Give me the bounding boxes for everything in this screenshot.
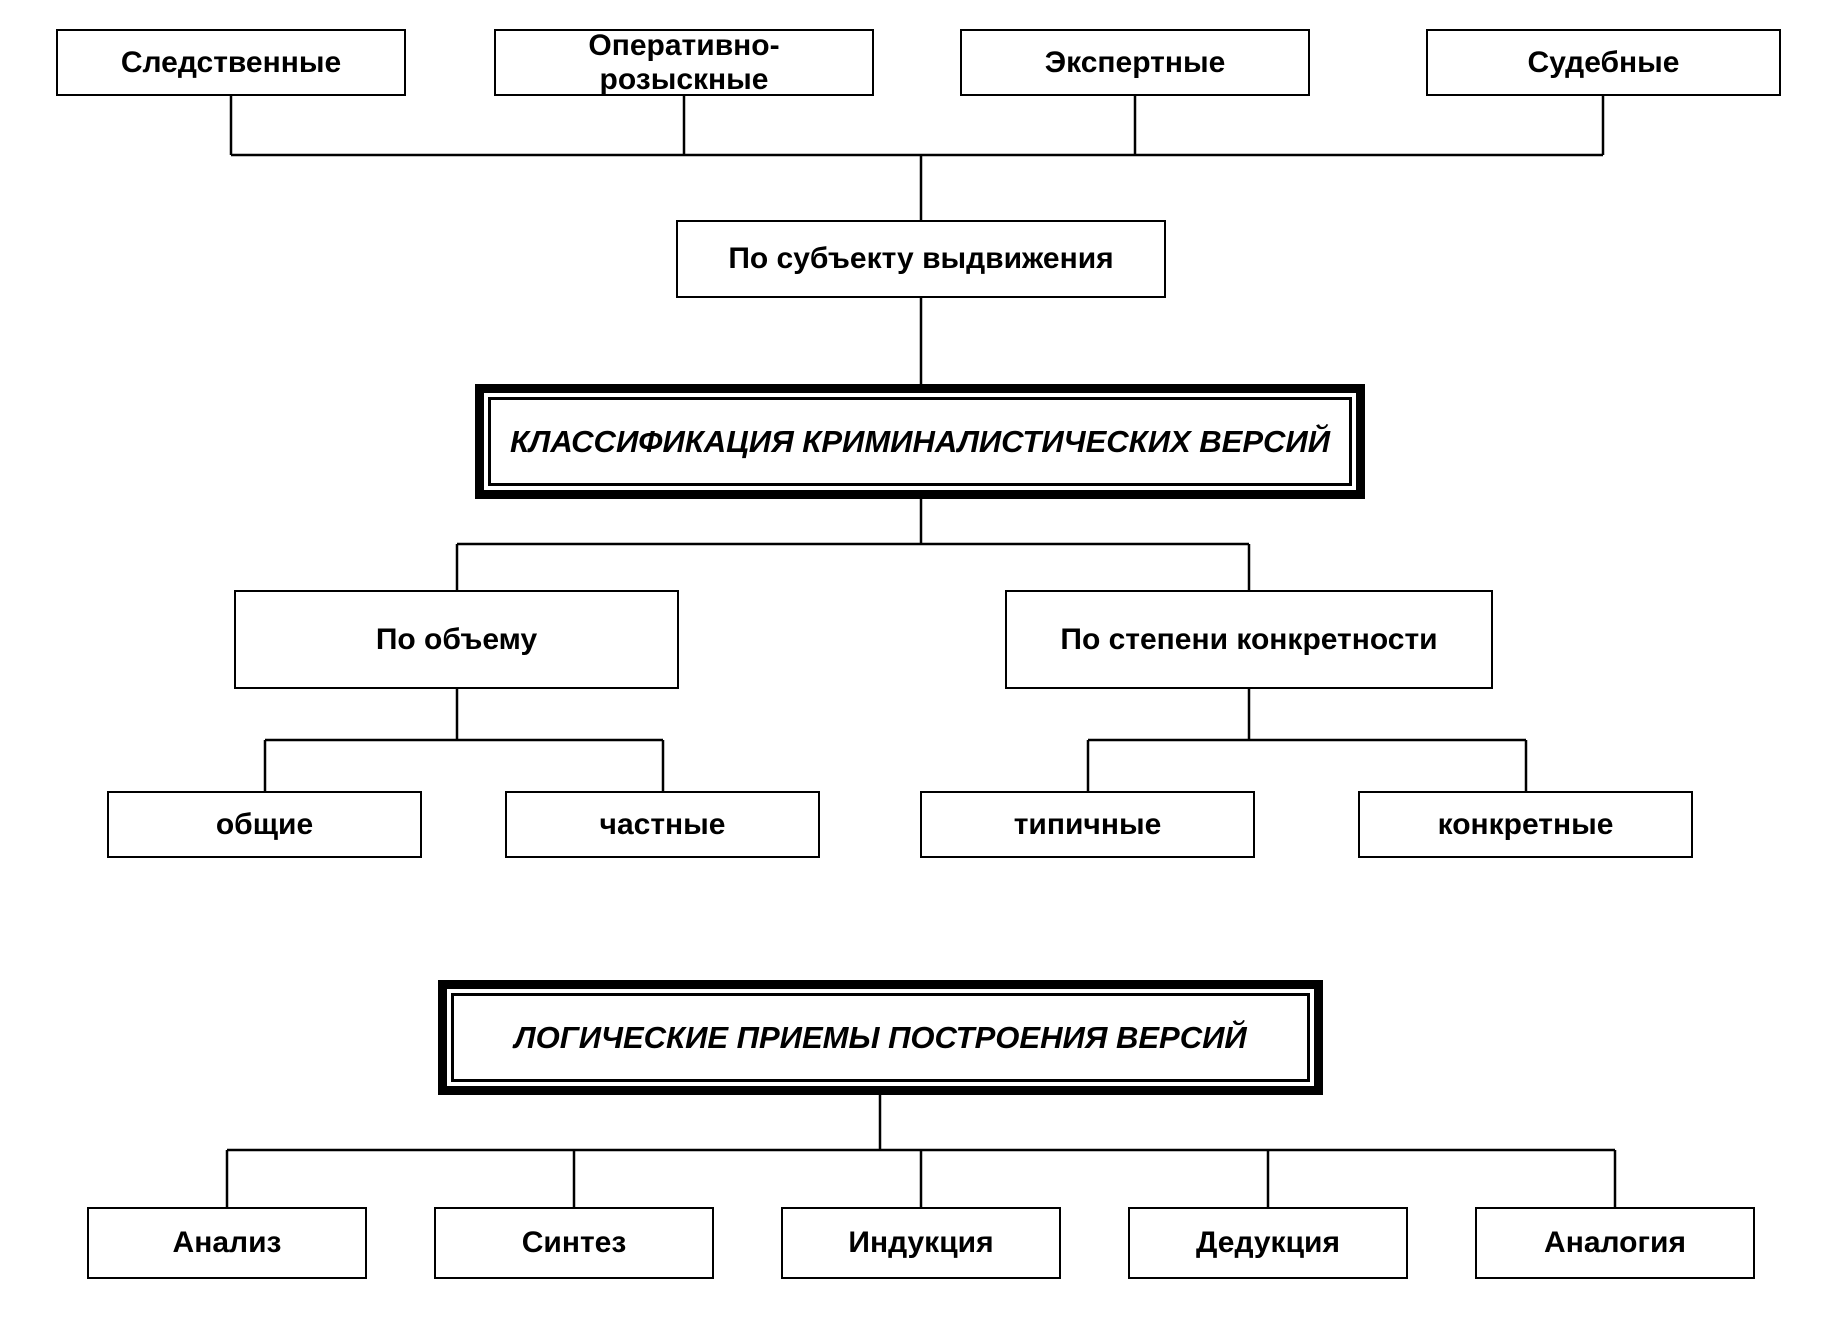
label: Экспертные [1045, 46, 1226, 80]
label: Судебные [1528, 46, 1680, 80]
logic-child-analysis: Анализ [87, 1207, 367, 1279]
label: типичные [1014, 808, 1162, 842]
logic-title-box: ЛОГИЧЕСКИЕ ПРИЕМЫ ПОСТРОЕНИЯ ВЕРСИЙ [438, 980, 1323, 1095]
logic-child-analogy: Аналогия [1475, 1207, 1755, 1279]
label: общие [216, 808, 313, 842]
label: Анализ [173, 1226, 282, 1260]
label: частные [600, 808, 726, 842]
volume-child-general: общие [107, 791, 422, 858]
label: Синтез [522, 1226, 627, 1260]
top-box-expert: Экспертные [960, 29, 1310, 96]
label: конкретные [1438, 808, 1614, 842]
top-box-judicial: Судебные [1426, 29, 1781, 96]
label: По субъекту выдвижения [728, 242, 1113, 276]
label: Индукция [848, 1226, 993, 1260]
volume-child-particular: частные [505, 791, 820, 858]
main-title-box: КЛАССИФИКАЦИЯ КРИМИНАЛИСТИЧЕСКИХ ВЕРСИЙ [475, 384, 1365, 499]
volume-box: По объему [234, 590, 679, 689]
label: По объему [376, 623, 537, 657]
logic-child-synthesis: Синтез [434, 1207, 714, 1279]
label: КЛАССИФИКАЦИЯ КРИМИНАЛИСТИЧЕСКИХ ВЕРСИЙ [510, 424, 1330, 460]
logic-child-induction: Индукция [781, 1207, 1061, 1279]
top-box-investigative: Следственные [56, 29, 406, 96]
label: Оперативно-розыскные [504, 29, 864, 97]
label: Следственные [121, 46, 341, 80]
concreteness-child-typical: типичные [920, 791, 1255, 858]
concreteness-child-concrete: конкретные [1358, 791, 1693, 858]
concreteness-box: По степени конкретности [1005, 590, 1493, 689]
subject-box: По субъекту выдвижения [676, 220, 1166, 298]
label: ЛОГИЧЕСКИЕ ПРИЕМЫ ПОСТРОЕНИЯ ВЕРСИЙ [514, 1020, 1246, 1056]
label: Дедукция [1196, 1226, 1340, 1260]
logic-child-deduction: Дедукция [1128, 1207, 1408, 1279]
top-box-operational: Оперативно-розыскные [494, 29, 874, 96]
label: По степени конкретности [1060, 623, 1437, 657]
label: Аналогия [1544, 1226, 1686, 1260]
